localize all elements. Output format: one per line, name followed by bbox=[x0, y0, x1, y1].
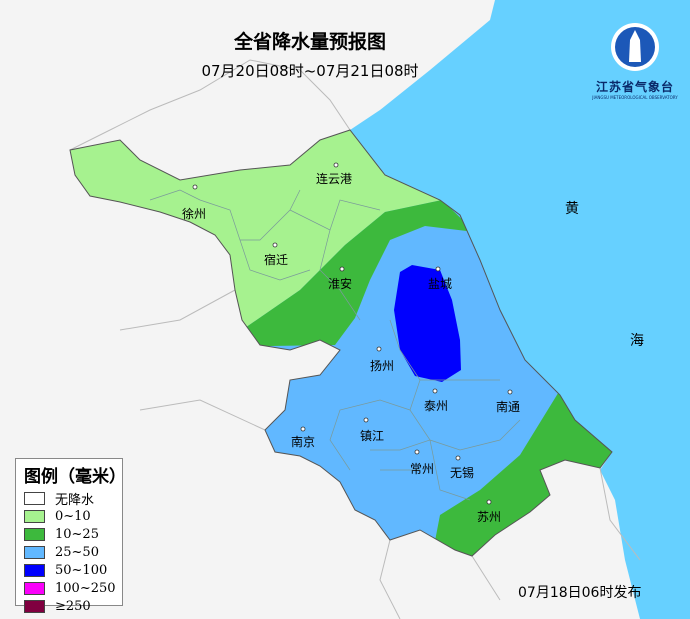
legend-item: 100~250 bbox=[24, 579, 122, 597]
city-xuzhou: 徐州 bbox=[182, 207, 207, 221]
legend-swatch bbox=[24, 563, 45, 577]
legend-swatch bbox=[24, 509, 45, 523]
logo-english: JIANGSU METEOROLOGICAL OBSERVATORY bbox=[592, 95, 678, 100]
pagoda-seal-icon bbox=[611, 23, 659, 71]
city-lianyungang: 连云港 bbox=[316, 172, 353, 186]
legend-item: 50~100 bbox=[24, 561, 122, 579]
sea bbox=[350, 0, 690, 619]
legend-item: 0~10 bbox=[24, 507, 122, 525]
legend: 图例（毫米） 无降水 0~10 10~25 25~50 50~100 100~2… bbox=[15, 458, 126, 614]
city-zhenjiang: 镇江 bbox=[360, 429, 385, 443]
county-borders bbox=[149, 189, 521, 501]
forecast-period: 07月20日08时~07月21日08时 bbox=[201, 62, 419, 80]
sea-label-huang: 黄 bbox=[565, 201, 579, 217]
legend-label: 50~100 bbox=[55, 562, 108, 578]
map-title: 全省降水量预报图 bbox=[233, 31, 386, 53]
legend-swatch bbox=[24, 545, 45, 559]
sea-label-hai: 海 bbox=[630, 333, 644, 349]
city-dots bbox=[192, 162, 513, 505]
issue-time: 07月18日06时发布 bbox=[518, 585, 642, 601]
legend-title: 图例（毫米） bbox=[24, 467, 126, 487]
region-10-25-north bbox=[70, 200, 475, 350]
legend-swatch bbox=[24, 581, 45, 595]
legend-swatch bbox=[24, 599, 45, 613]
legend-swatch bbox=[24, 527, 45, 541]
city-suqian: 宿迁 bbox=[264, 253, 289, 267]
region-10-25-southeast bbox=[420, 390, 612, 556]
legend-label: 25~50 bbox=[55, 544, 99, 560]
logo-name: 江苏省气象台 bbox=[595, 80, 674, 94]
city-nantong: 南通 bbox=[496, 400, 521, 414]
legend-item: 10~25 bbox=[24, 525, 122, 543]
legend-label: 100~250 bbox=[55, 580, 116, 596]
legend-label: 10~25 bbox=[55, 526, 99, 542]
city-wuxi: 无锡 bbox=[450, 466, 475, 480]
city-nanjing: 南京 bbox=[291, 435, 316, 449]
city-suzhou: 苏州 bbox=[477, 510, 502, 524]
city-yancheng: 盐城 bbox=[428, 277, 453, 291]
city-taizhou: 泰州 bbox=[424, 399, 449, 413]
neighbor-land-borders bbox=[69, 59, 641, 619]
legend-label: 无降水 bbox=[55, 492, 95, 508]
city-yangzhou: 扬州 bbox=[370, 359, 395, 373]
city-changzhou: 常州 bbox=[410, 462, 435, 476]
legend-item: 25~50 bbox=[24, 543, 122, 561]
legend-label: ≥250 bbox=[55, 598, 91, 614]
legend-swatch bbox=[24, 491, 45, 505]
legend-label: 0~10 bbox=[55, 508, 91, 524]
legend-item: 无降水 bbox=[24, 489, 122, 508]
legend-item: ≥250 bbox=[24, 597, 122, 615]
observatory-logo: 江苏省气象台 JIANGSU METEOROLOGICAL OBSERVATOR… bbox=[580, 22, 690, 100]
region-50-100 bbox=[394, 265, 461, 382]
city-huaian: 淮安 bbox=[328, 277, 353, 291]
